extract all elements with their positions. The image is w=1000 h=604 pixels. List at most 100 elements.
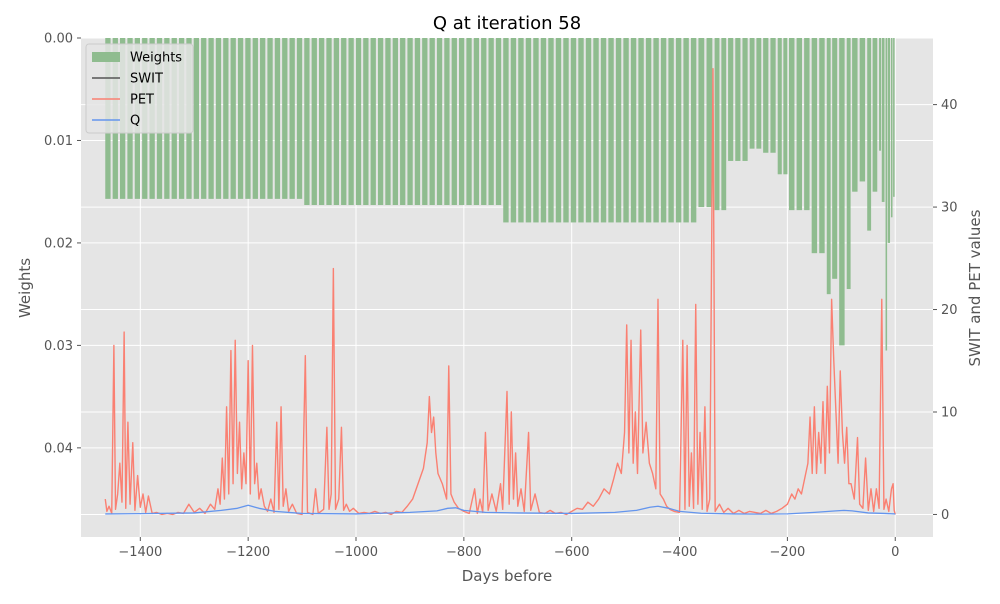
weight-bar xyxy=(466,38,472,206)
weight-bar xyxy=(742,38,748,161)
x-tick-label: −1000 xyxy=(334,545,378,560)
tick-labels: −1400 −1200 −1000 −800 −600 −400 −200 0 0.00 0.01… xyxy=(44,32,958,561)
weight-bar xyxy=(714,38,720,211)
weight-bar xyxy=(318,38,325,206)
weight-bar xyxy=(615,38,622,223)
weight-bar xyxy=(578,38,584,223)
weight-bar xyxy=(770,38,776,153)
weight-bar xyxy=(859,38,866,182)
y-left-tick-label: 0.00 xyxy=(44,32,73,47)
legend-label-weights: Weights xyxy=(130,51,182,66)
weight-bar xyxy=(333,38,340,206)
weight-bar xyxy=(201,38,207,199)
weight-bar xyxy=(548,38,554,223)
weight-bar xyxy=(783,38,788,175)
x-tick-label: −800 xyxy=(446,545,482,560)
x-tick-label: −1200 xyxy=(226,545,270,560)
weight-bar xyxy=(414,38,421,206)
weight-bar xyxy=(436,38,443,206)
weight-bar xyxy=(749,38,755,149)
weight-bar xyxy=(304,38,310,206)
weight-bar xyxy=(252,38,258,199)
legend-label-q: Q xyxy=(130,114,140,129)
x-tick-label: 0 xyxy=(891,545,899,560)
weight-bar xyxy=(237,38,244,199)
weight-bar xyxy=(867,38,872,231)
legend-swatch-weights xyxy=(92,52,120,62)
x-axis-label: Days before xyxy=(462,567,552,585)
weight-bar xyxy=(525,38,532,223)
weight-bar xyxy=(846,38,851,290)
weight-bar xyxy=(326,38,332,206)
weight-bar xyxy=(533,38,539,223)
weight-bar xyxy=(444,38,450,206)
weight-bar xyxy=(488,38,494,206)
weight-bar xyxy=(789,38,795,211)
weight-bar xyxy=(721,38,727,211)
weight-bar xyxy=(223,38,229,199)
weight-bar xyxy=(503,38,509,223)
weight-bar xyxy=(540,38,547,223)
weight-bar xyxy=(832,38,838,279)
weight-bar xyxy=(495,38,502,206)
y-right-tick-label: 30 xyxy=(941,201,958,216)
weight-bar xyxy=(385,38,391,206)
weight-bar xyxy=(600,38,607,223)
weight-bar xyxy=(289,38,295,199)
pet-line xyxy=(104,68,896,516)
weight-bar xyxy=(245,38,251,199)
y-axis-right-label: SWIT and PET values xyxy=(966,209,984,366)
weight-bar xyxy=(215,38,222,199)
weight-bar xyxy=(311,38,317,206)
chart-title: Q at iteration 58 xyxy=(433,13,581,34)
weight-bar xyxy=(811,38,818,254)
weight-bar xyxy=(370,38,376,206)
weight-bar xyxy=(429,38,435,206)
weight-bar xyxy=(473,38,480,206)
weight-bar xyxy=(826,38,831,295)
weight-bar xyxy=(555,38,562,223)
weight-bar xyxy=(819,38,825,254)
weight-bar xyxy=(296,38,303,199)
y-right-tick-label: 40 xyxy=(941,98,958,113)
weight-bar xyxy=(422,38,428,206)
weight-bar xyxy=(885,38,888,351)
weight-bar xyxy=(683,38,689,223)
weight-bar xyxy=(852,38,858,192)
legend: Weights SWIT PET Q xyxy=(85,43,194,134)
weight-bar xyxy=(872,38,878,192)
weight-bar xyxy=(777,38,782,175)
weight-bar xyxy=(668,38,674,223)
y-right-tick-label: 0 xyxy=(941,508,949,523)
x-tick-label: −1400 xyxy=(118,545,162,560)
weight-bar xyxy=(660,38,667,223)
weight-bar xyxy=(230,38,236,199)
weight-bar xyxy=(510,38,517,223)
weight-bar xyxy=(407,38,413,206)
weight-bar xyxy=(645,38,652,223)
weight-bar xyxy=(608,38,614,223)
weight-bar xyxy=(630,38,637,223)
weight-bar xyxy=(675,38,682,223)
weight-bar xyxy=(893,38,895,197)
weight-bar xyxy=(763,38,769,153)
weight-bar xyxy=(348,38,354,206)
legend-label-pet: PET xyxy=(130,93,154,108)
weight-bar xyxy=(377,38,384,206)
weight-bar xyxy=(593,38,599,223)
weight-bar xyxy=(570,38,577,223)
weight-bar xyxy=(735,38,741,161)
series-lines xyxy=(104,68,896,516)
weight-bar xyxy=(890,38,893,218)
q-line xyxy=(105,504,896,515)
y-right-tick-label: 20 xyxy=(941,303,958,318)
weight-bar xyxy=(706,38,713,208)
weight-bar xyxy=(839,38,845,346)
x-tick-label: −600 xyxy=(554,545,590,560)
legend-label-swit: SWIT xyxy=(130,72,163,87)
weight-bar xyxy=(392,38,398,206)
weight-bar xyxy=(585,38,592,223)
weight-bar xyxy=(355,38,362,206)
